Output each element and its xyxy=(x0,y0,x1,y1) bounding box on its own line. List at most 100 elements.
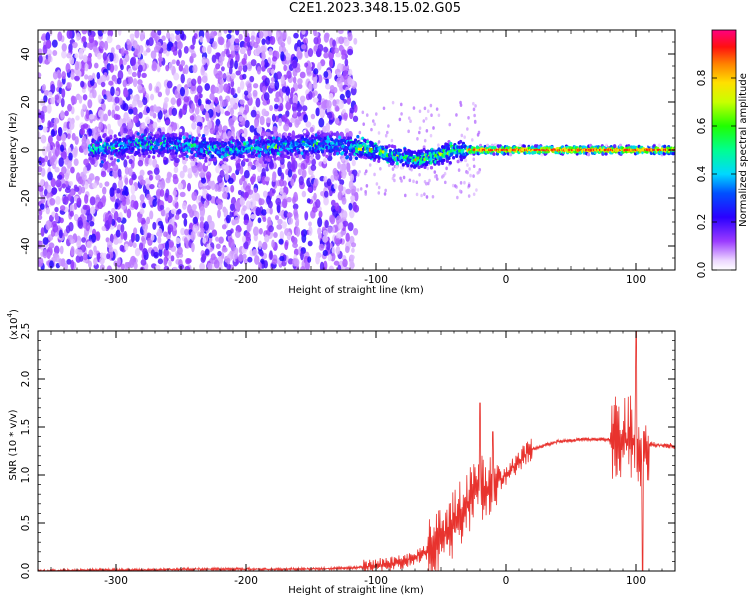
heatmap-cell xyxy=(103,154,107,158)
heatmap-cell xyxy=(337,264,342,270)
heatmap-cell xyxy=(141,72,147,78)
heatmap-cell xyxy=(132,200,139,210)
heatmap-cell xyxy=(305,134,309,139)
heatmap-cell xyxy=(342,210,348,220)
heatmap-cell xyxy=(373,122,376,126)
heatmap-cell xyxy=(47,219,52,229)
heatmap-cell xyxy=(74,136,79,145)
heatmap-cell xyxy=(102,52,108,61)
heatmap-cell xyxy=(200,144,205,148)
heatmap-cell xyxy=(412,106,416,110)
heatmap-cell xyxy=(149,210,154,220)
heatmap-cell xyxy=(370,141,374,146)
heatmap-cell xyxy=(321,100,327,111)
heatmap-cell xyxy=(220,155,224,159)
heatmap-cell xyxy=(198,142,202,147)
heatmap-cell xyxy=(276,151,280,156)
heatmap-cell xyxy=(403,193,407,198)
heatmap-cell xyxy=(201,75,208,83)
heatmap-cell xyxy=(245,158,249,163)
heatmap-cell xyxy=(423,138,427,143)
heatmap-cell xyxy=(48,91,53,98)
heatmap-cell xyxy=(474,104,477,108)
heatmap-cell xyxy=(157,30,162,36)
heatmap-cell xyxy=(256,125,263,134)
heatmap-cell xyxy=(390,138,394,143)
heatmap-cell xyxy=(334,202,340,212)
heatmap-cell xyxy=(132,99,137,108)
heatmap-cell xyxy=(179,191,186,198)
heatmap-cell xyxy=(222,191,228,200)
heatmap-cell xyxy=(161,35,166,42)
heatmap-cell xyxy=(391,167,395,171)
heatmap-cell xyxy=(235,30,240,36)
heatmap-cell xyxy=(323,175,328,183)
heatmap-cell xyxy=(122,79,127,88)
heatmap-cell xyxy=(269,35,276,45)
heatmap-cell xyxy=(281,31,287,40)
heatmap-cell xyxy=(300,265,306,270)
heatmap-cell xyxy=(426,181,430,186)
heatmap-cell xyxy=(242,205,247,212)
heatmap-cell xyxy=(145,116,151,125)
heatmap-cell xyxy=(53,117,60,124)
heatmap-cell xyxy=(325,154,329,159)
heatmap-cell xyxy=(267,216,272,226)
heatmap-cell xyxy=(52,71,58,80)
heatmap-cell xyxy=(83,41,88,48)
heatmap-cell xyxy=(59,205,66,212)
heatmap-cell xyxy=(255,97,261,108)
heatmap-cell xyxy=(171,154,175,159)
heatmap-cell xyxy=(328,265,335,270)
heatmap-cell xyxy=(290,117,295,124)
heatmap-cell xyxy=(243,241,249,250)
heatmap-cell xyxy=(423,192,426,196)
heatmap-cell xyxy=(207,262,213,270)
heatmap-cell xyxy=(155,264,161,270)
heatmap-cell xyxy=(50,96,56,105)
heatmap-cell xyxy=(313,178,319,187)
heatmap-cell xyxy=(146,193,151,201)
heatmap-cell xyxy=(204,103,210,111)
heatmap-cell xyxy=(127,76,134,84)
heatmap-cell xyxy=(300,151,304,155)
heatmap-cell xyxy=(315,198,321,209)
heatmap-cell xyxy=(387,163,391,168)
heatmap-cell xyxy=(344,128,350,134)
heatmap-cell xyxy=(337,191,343,201)
heatmap-cell xyxy=(237,158,241,162)
heatmap-cell xyxy=(81,30,88,35)
heatmap-cell xyxy=(313,76,318,86)
heatmap-cell xyxy=(252,89,258,97)
heatmap-cell xyxy=(131,71,137,78)
heatmap-cell xyxy=(348,202,353,211)
heatmap-cell xyxy=(166,80,173,89)
heatmap-cell xyxy=(221,99,227,107)
heatmap-cell xyxy=(373,172,376,177)
heatmap-cell xyxy=(286,35,292,45)
heatmap-cell xyxy=(320,59,326,67)
heatmap-cell xyxy=(287,217,294,225)
heatmap-cell xyxy=(476,171,480,175)
heatmap-cell xyxy=(98,121,104,131)
heatmap-cell xyxy=(198,172,204,178)
heatmap-cell xyxy=(54,146,60,157)
heatmap-cell xyxy=(168,137,172,141)
heatmap-cell xyxy=(51,39,58,48)
heatmap-cell xyxy=(178,136,182,141)
heatmap-cell xyxy=(261,167,266,178)
heatmap-cell xyxy=(252,140,256,144)
heatmap-cell xyxy=(126,155,130,160)
heatmap-cell xyxy=(168,259,172,267)
heatmap-cell xyxy=(463,135,466,139)
heatmap-cell xyxy=(179,86,185,97)
heatmap-cell xyxy=(229,147,233,152)
heatmap-cell xyxy=(263,92,270,101)
heatmap-cell xyxy=(200,227,206,233)
heatmap-cell xyxy=(230,49,236,59)
heatmap-cell xyxy=(165,240,169,251)
heatmap-cell xyxy=(187,182,192,192)
heatmap-cell xyxy=(338,222,344,230)
heatmap-cell xyxy=(119,244,125,252)
